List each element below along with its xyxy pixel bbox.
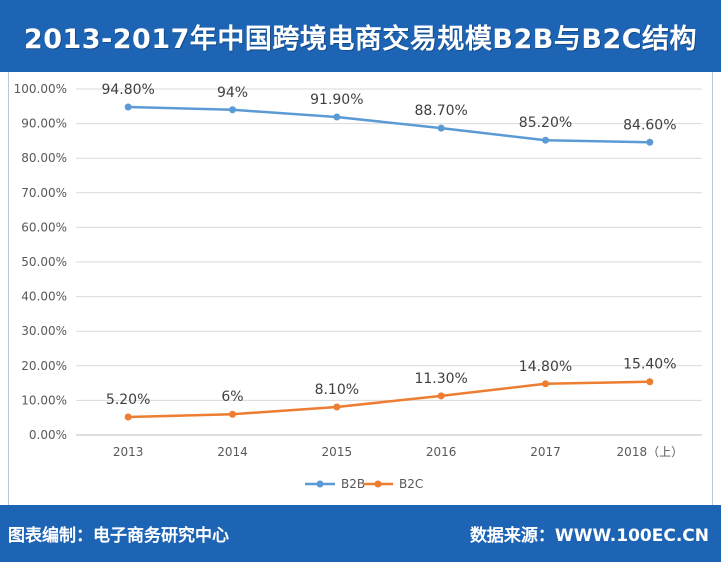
data-label-b2c: 5.20% bbox=[106, 392, 150, 408]
data-label-b2c: 6% bbox=[221, 389, 243, 405]
chart-title: 2013-2017年中国跨境电商交易规模B2B与B2C结构 bbox=[23, 23, 698, 55]
data-point-b2b bbox=[229, 106, 236, 114]
y-tick-label: 90.00% bbox=[21, 117, 67, 131]
x-axis-ticks: 2013 2014 2015 2016 2017 2018（上） bbox=[113, 445, 683, 459]
footer-source: 数据来源：WWW.100EC.CN bbox=[469, 526, 709, 546]
y-tick-label: 70.00% bbox=[21, 186, 67, 200]
y-tick-label: 10.00% bbox=[21, 393, 67, 407]
x-tick-label: 2015 bbox=[322, 445, 353, 459]
legend-marker-b2c bbox=[374, 480, 382, 488]
header-banner: 2013-2017年中国跨境电商交易规模B2B与B2C结构 bbox=[0, 0, 721, 72]
legend-label-b2b: B2B bbox=[341, 477, 365, 491]
x-tick-label: 2014 bbox=[217, 445, 248, 459]
data-label-b2b: 88.70% bbox=[414, 103, 467, 119]
data-label-b2c: 14.80% bbox=[519, 359, 572, 375]
data-labels: 94.80% 94% 91.90% 88.70% 85.20% 84.60% 5.20% 6%… bbox=[101, 82, 676, 408]
data-label-b2b: 91.90% bbox=[310, 92, 363, 108]
y-tick-label: 20.00% bbox=[21, 359, 67, 373]
footer-banner: 图表编制：电子商务研究中心 数据来源：WWW.100EC.CN bbox=[0, 505, 721, 562]
legend-marker-b2b bbox=[316, 480, 324, 488]
gridlines bbox=[76, 88, 702, 436]
series-lines bbox=[128, 105, 650, 419]
legend-label-b2c: B2C bbox=[399, 477, 423, 491]
plot-area bbox=[8, 72, 713, 505]
x-tick-label: 2016 bbox=[426, 445, 457, 459]
y-axis-ticks: 0.00% 10.00% 20.00% 30.00% 40.00% 50.00% 60.00… bbox=[14, 82, 67, 442]
data-label-b2c: 15.40% bbox=[623, 357, 676, 373]
data-label-b2b: 94% bbox=[217, 85, 248, 101]
series-line-b2b bbox=[128, 105, 650, 144]
series-line-b2c bbox=[128, 380, 650, 419]
legend: B2B B2C bbox=[305, 477, 423, 491]
data-label-b2b: 85.20% bbox=[519, 115, 572, 131]
y-tick-label: 60.00% bbox=[21, 220, 67, 234]
y-tick-label: 100.00% bbox=[14, 82, 67, 96]
data-label-b2c: 8.10% bbox=[315, 382, 359, 398]
data-point-b2b bbox=[437, 124, 445, 132]
y-tick-label: 80.00% bbox=[21, 151, 67, 165]
data-point-b2c bbox=[437, 392, 445, 400]
data-point-b2c bbox=[542, 380, 549, 388]
data-point-b2c bbox=[229, 410, 236, 418]
data-point-b2b bbox=[542, 136, 549, 144]
x-tick-label: 2013 bbox=[113, 445, 144, 459]
y-tick-label: 50.00% bbox=[21, 255, 67, 269]
data-point-b2b bbox=[646, 138, 654, 146]
data-point-b2c bbox=[646, 378, 654, 386]
data-point-b2b bbox=[333, 113, 341, 121]
data-point-b2b bbox=[124, 103, 132, 111]
data-label-b2b: 94.80% bbox=[101, 82, 154, 98]
data-label-b2b: 84.60% bbox=[623, 117, 676, 133]
y-tick-label: 40.00% bbox=[21, 290, 67, 304]
data-label-b2c: 11.30% bbox=[414, 371, 467, 387]
x-tick-label: 2018（上） bbox=[617, 445, 684, 459]
x-tick-label: 2017 bbox=[530, 445, 561, 459]
series-points bbox=[124, 103, 654, 421]
y-tick-label: 0.00% bbox=[29, 428, 67, 442]
data-point-b2c bbox=[124, 413, 132, 421]
y-tick-label: 30.00% bbox=[21, 324, 67, 338]
footer-compiler: 图表编制：电子商务研究中心 bbox=[8, 526, 229, 546]
data-point-b2c bbox=[333, 403, 341, 411]
